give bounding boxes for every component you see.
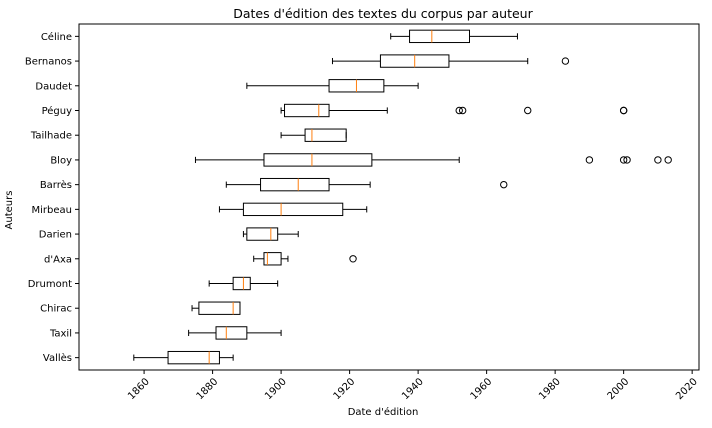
chart-title: Dates d'édition des textes du corpus par… (233, 6, 533, 21)
box (409, 29, 470, 44)
x-tick-label: 1940 (400, 376, 426, 402)
box (242, 202, 344, 217)
x-tick-label: 1960 (469, 376, 495, 402)
outlier-point (664, 156, 672, 164)
y-tick-label: Daudet (35, 81, 72, 92)
box (232, 276, 251, 291)
box (284, 103, 330, 118)
plot-area: Céline Bernanos Daudet Péguy Tailhade Bloy Bar… (25, 23, 700, 402)
plot-frame (78, 23, 700, 371)
x-tick-label: 1920 (332, 376, 358, 402)
y-tick-label: Taxil (49, 328, 72, 339)
y-tick-label: Barrès (40, 179, 72, 191)
y-tick-label: Drumont (28, 279, 72, 290)
x-tick-label: 2020 (674, 376, 700, 402)
x-tick-label: 1900 (263, 376, 289, 402)
box (215, 326, 248, 340)
box (167, 350, 220, 365)
box (198, 301, 241, 315)
y-tick-label: Chirac (40, 304, 72, 315)
y-tick-label: d'Axa (44, 254, 72, 265)
x-tick-label: 1980 (537, 376, 563, 402)
box (304, 128, 347, 142)
box (263, 252, 282, 266)
x-tick-label: 1860 (126, 376, 152, 402)
outlier-point (455, 106, 463, 115)
x-tick-label: 1880 (195, 376, 221, 402)
outlier-point (500, 180, 508, 189)
outlier-point (585, 156, 594, 164)
y-tick-label: Céline (41, 31, 72, 43)
outlier-point (654, 156, 662, 164)
outlier-point (524, 106, 532, 115)
y-tick-label: Vallès (43, 352, 72, 364)
box (246, 227, 279, 241)
box (260, 177, 330, 192)
y-tick-label: Mirbeau (32, 205, 72, 216)
y-axis-label: Auteurs (4, 191, 15, 230)
outlier-point (623, 156, 631, 164)
y-tick-label: Bernanos (25, 57, 72, 68)
y-tick-label: Tailhade (30, 131, 72, 142)
y-tick-label: Bloy (50, 155, 72, 166)
x-tick-label: 2000 (606, 376, 632, 402)
outlier-point (619, 106, 628, 115)
x-axis-label: Date d'édition (348, 406, 419, 418)
y-tick-label: Darien (39, 230, 72, 241)
outlier-point (619, 156, 628, 164)
box (263, 153, 373, 167)
outlier-point (349, 255, 357, 263)
y-tick-label: Péguy (42, 105, 73, 117)
outlier-point (458, 106, 467, 115)
outlier-point (561, 57, 570, 65)
